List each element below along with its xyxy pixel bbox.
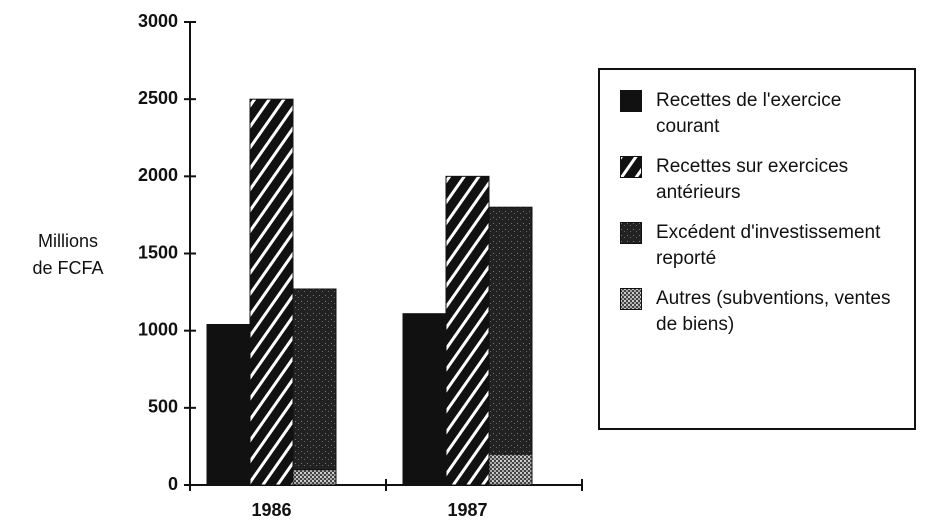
legend-swatch: [620, 222, 642, 244]
legend-item: Autres (subventions, ventes de biens): [620, 286, 904, 338]
bar: [292, 288, 337, 471]
swatch-rect: [620, 156, 642, 178]
legend: Recettes de l'exercice courant Recettes s…: [598, 68, 916, 430]
x-tick-label: 1986: [251, 500, 291, 520]
bar: [206, 323, 251, 486]
x-tick-label: 1987: [447, 500, 487, 520]
legend-item: Excédent d'investissement reporté: [620, 220, 904, 272]
legend-swatch: [620, 288, 642, 310]
chart: Millions de FCFA 0 500 1000 1500 2000 2500 3000…: [32, 11, 583, 520]
bar: [249, 98, 294, 486]
y-tick-label: 3000: [138, 11, 178, 31]
bar: [488, 206, 533, 455]
y-axis-label: Millions de FCFA: [32, 231, 103, 278]
legend-label: Excédent d'investissement reporté: [656, 222, 881, 269]
swatch-icon: [620, 156, 642, 178]
legend-swatch: [620, 90, 642, 112]
y-tick-label: 2500: [138, 88, 178, 108]
swatch-icon: [620, 222, 642, 244]
legend-label: Recettes de l'exercice courant: [656, 90, 842, 137]
swatch-rect: [620, 222, 642, 244]
y-tick-label: 1000: [138, 319, 178, 339]
y-label-line: de FCFA: [32, 258, 103, 278]
legend-label: Recettes sur exercices antérieurs: [656, 156, 849, 203]
y-tick-label: 1500: [138, 242, 178, 262]
legend-label: Autres (subventions, ventes de biens): [656, 288, 891, 335]
swatch-icon: [620, 288, 642, 310]
y-tick-label: 0: [168, 474, 178, 494]
y-tick-label: 2000: [138, 165, 178, 185]
swatch-rect: [620, 90, 642, 112]
legend-swatch: [620, 156, 642, 178]
legend-item: Recettes de l'exercice courant: [620, 88, 904, 140]
bar: [488, 453, 533, 486]
bar: [402, 313, 447, 486]
bar: [445, 175, 490, 486]
legend-item: Recettes sur exercices antérieurs: [620, 154, 904, 206]
swatch-icon: [620, 90, 642, 112]
bar: [292, 469, 337, 486]
y-label-line: Millions: [38, 231, 98, 251]
swatch-rect: [620, 288, 642, 310]
y-tick-label: 500: [148, 397, 178, 417]
